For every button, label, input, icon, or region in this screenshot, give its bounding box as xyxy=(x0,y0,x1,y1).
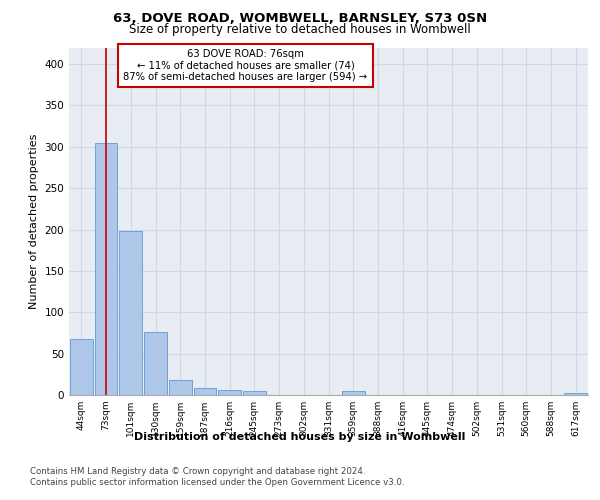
Bar xyxy=(169,380,191,395)
Bar xyxy=(194,388,216,395)
Text: Distribution of detached houses by size in Wombwell: Distribution of detached houses by size … xyxy=(134,432,466,442)
Text: Contains HM Land Registry data © Crown copyright and database right 2024.
Contai: Contains HM Land Registry data © Crown c… xyxy=(30,468,404,487)
Bar xyxy=(564,392,587,395)
Text: Size of property relative to detached houses in Wombwell: Size of property relative to detached ho… xyxy=(129,22,471,36)
Y-axis label: Number of detached properties: Number of detached properties xyxy=(29,134,39,309)
Bar xyxy=(342,391,365,395)
Text: 63 DOVE ROAD: 76sqm
← 11% of detached houses are smaller (74)
87% of semi-detach: 63 DOVE ROAD: 76sqm ← 11% of detached ho… xyxy=(124,49,368,82)
Bar xyxy=(243,391,266,395)
Bar xyxy=(70,338,93,395)
Bar xyxy=(144,332,167,395)
Bar xyxy=(218,390,241,395)
Text: 63, DOVE ROAD, WOMBWELL, BARNSLEY, S73 0SN: 63, DOVE ROAD, WOMBWELL, BARNSLEY, S73 0… xyxy=(113,12,487,26)
Bar xyxy=(95,142,118,395)
Bar xyxy=(119,231,142,395)
